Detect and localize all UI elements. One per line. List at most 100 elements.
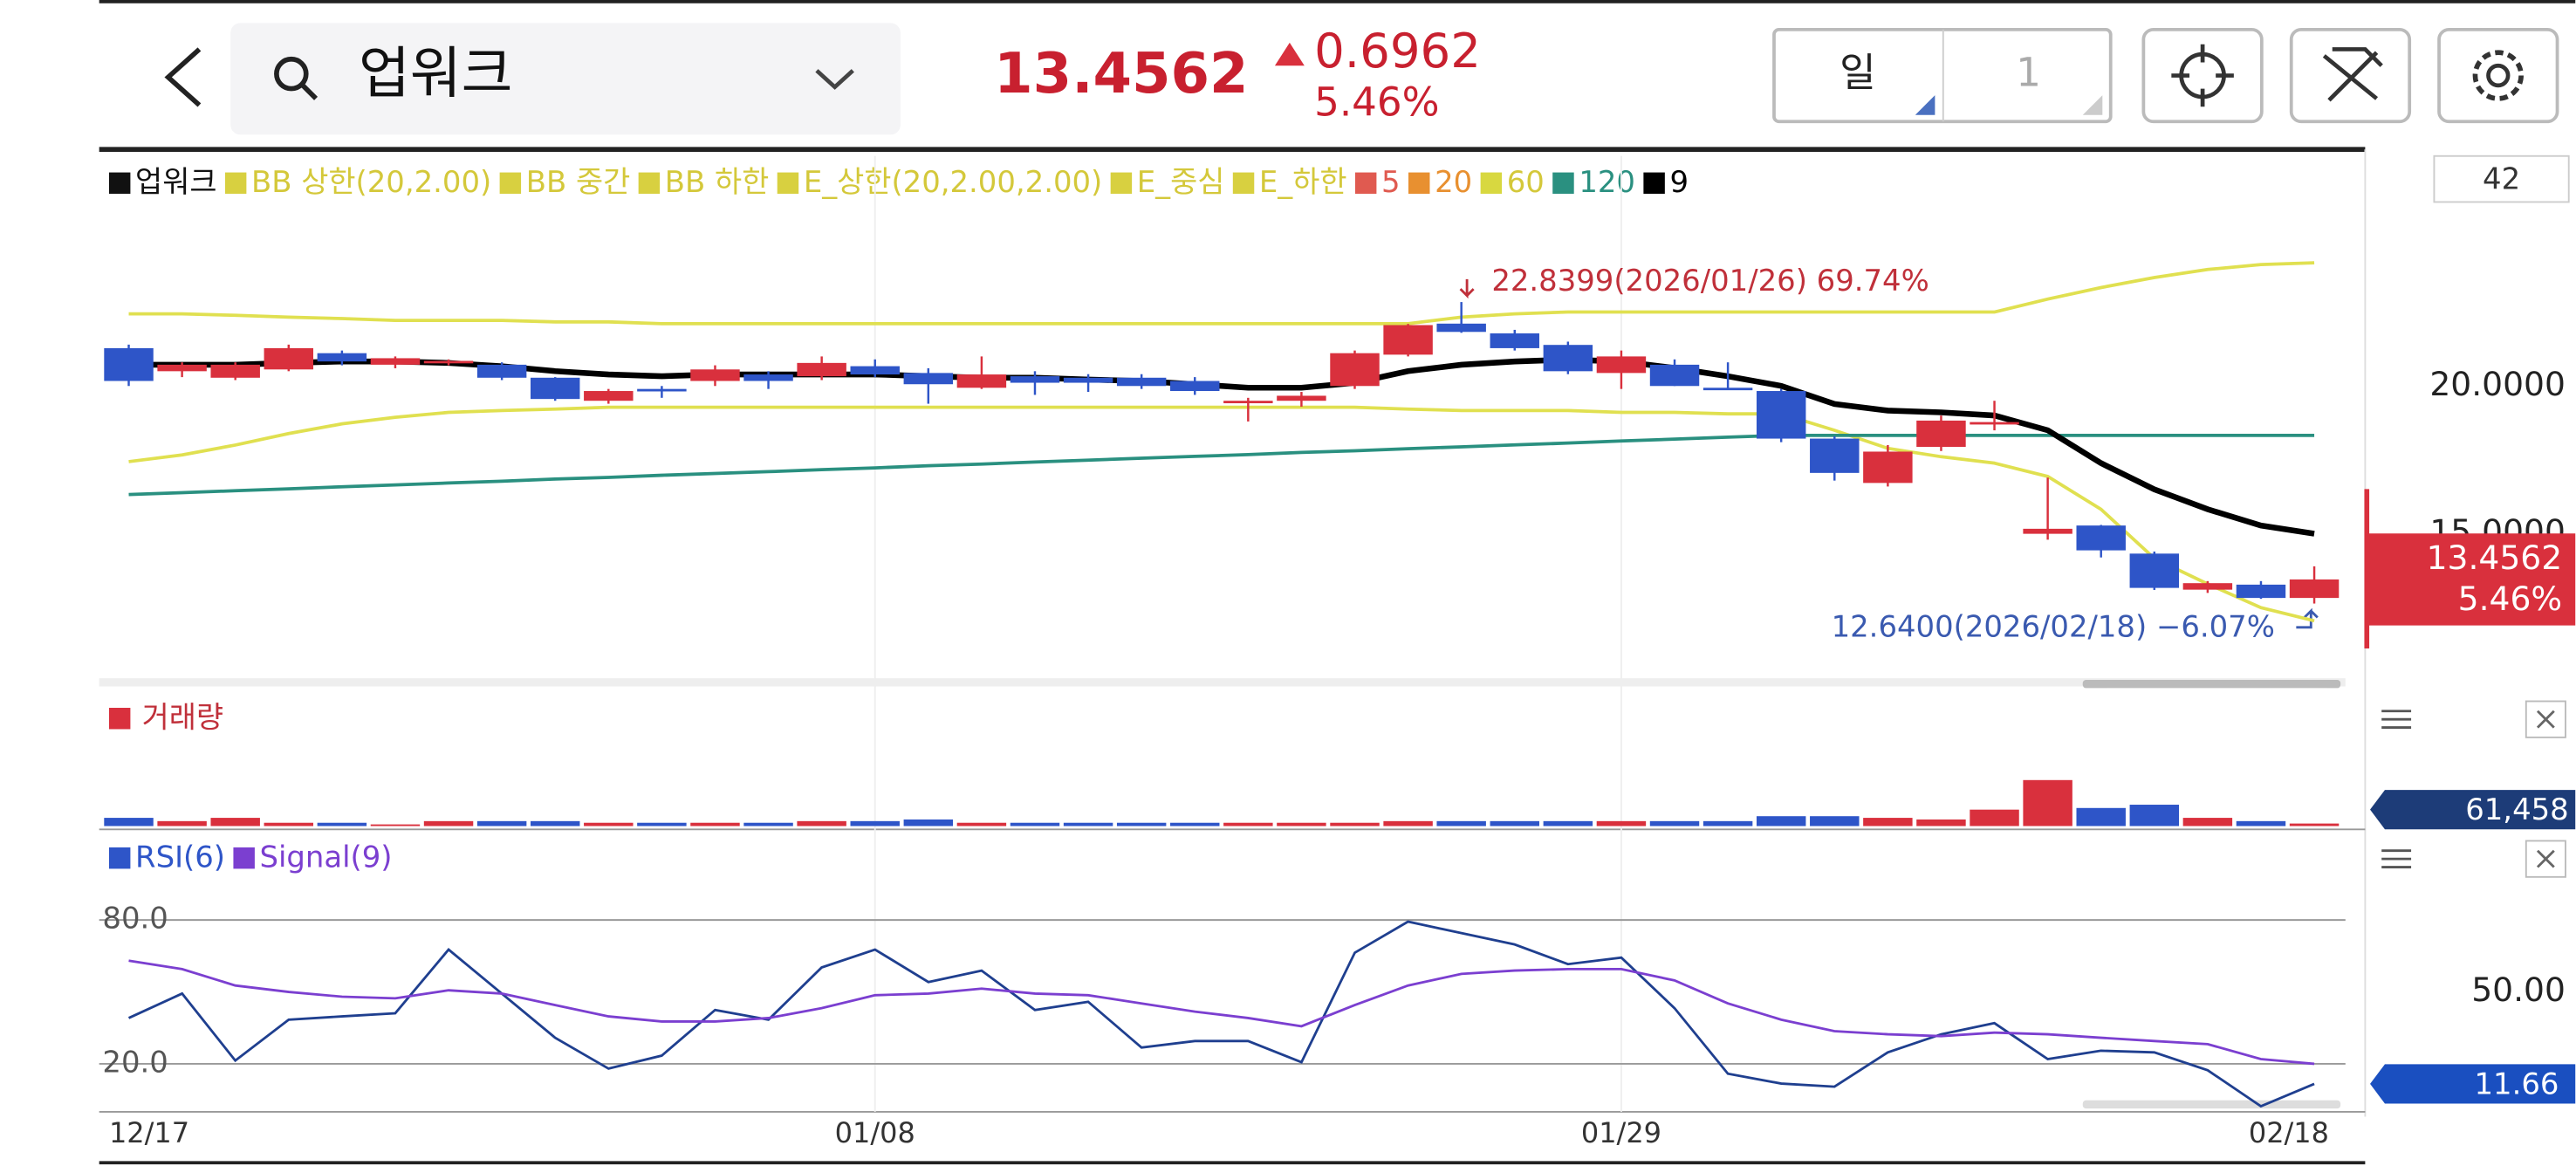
candle-body <box>1223 401 1273 404</box>
rsi-tag <box>2370 1064 2576 1104</box>
candle-body <box>476 364 527 378</box>
volume-bar <box>2236 820 2286 826</box>
scrollbar[interactable] <box>2082 1100 2341 1109</box>
legend-label: 5 <box>1381 165 1401 199</box>
legend-label: 거래량 <box>142 701 223 735</box>
x-tick-label: 12/17 <box>109 1116 189 1149</box>
candle-body <box>903 373 954 385</box>
candle-body <box>2289 579 2340 599</box>
period-value[interactable]: 1 <box>2016 50 2041 96</box>
candle-body <box>637 388 687 392</box>
volume-bar <box>1649 820 1700 826</box>
candle-body <box>2182 583 2233 590</box>
candle-body <box>956 374 1007 388</box>
volume-bar <box>2023 779 2072 826</box>
volume-bar <box>1596 820 1647 826</box>
volume-bar <box>956 822 1007 826</box>
y-tick-label: 20.0000 <box>2429 365 2566 403</box>
volume-bar <box>1810 816 1860 826</box>
search-text: 업워크 <box>359 42 513 106</box>
price-tag-pct: 5.46% <box>2458 580 2563 618</box>
volume-bar <box>690 822 740 826</box>
panel-divider <box>99 678 2346 687</box>
legend-swatch <box>1232 172 1255 195</box>
legend-swatch <box>108 847 131 869</box>
bar-count-box[interactable] <box>2433 154 2570 203</box>
y-tick-label: 20.0 <box>102 1045 168 1079</box>
volume-bar <box>1756 816 1806 826</box>
change-pct: 5.46% <box>1314 79 1439 125</box>
candle-body <box>1596 356 1647 374</box>
volume-bar <box>1277 822 1326 826</box>
legend-label: RSI(6) <box>135 840 225 874</box>
candle-body <box>1810 438 1860 473</box>
crosshair-button[interactable] <box>2141 27 2264 124</box>
settings-icon <box>2472 50 2524 101</box>
legend-swatch <box>1643 172 1665 195</box>
change: 0.6962 <box>1314 23 1481 79</box>
volume-bar <box>1702 820 1753 826</box>
legend-label: BB 중간 <box>526 165 631 199</box>
price: 13.4562 <box>994 42 1248 106</box>
candle-body <box>1863 451 1913 484</box>
candle-body <box>370 358 421 365</box>
scrollbar[interactable] <box>2082 680 2341 689</box>
annotation: 12.6400(2026/02/18) −6.07% <box>1832 609 2275 643</box>
volume-bar <box>637 822 687 826</box>
crosshair-icon <box>2171 44 2234 107</box>
candle-body <box>1543 345 1593 372</box>
candle-body <box>2129 553 2180 588</box>
y-tick-label: 50.00 <box>2471 971 2566 1009</box>
legend-swatch <box>1354 172 1377 195</box>
panel-menu[interactable] <box>2381 710 2412 868</box>
legend-label: 9 <box>1669 165 1689 199</box>
legend-label: BB 하한 <box>665 165 770 199</box>
search-box[interactable] <box>230 23 901 135</box>
legend-label: BB 상한(20,2.00) <box>251 165 491 199</box>
candle-body <box>1490 333 1539 348</box>
candle-body <box>1649 364 1700 387</box>
candle-body <box>1277 395 1326 401</box>
panel-close <box>2536 849 2555 868</box>
legend-label: 업워크 <box>135 165 216 199</box>
volume-bar <box>2182 818 2233 826</box>
volume-bar <box>2129 805 2180 826</box>
candle-body <box>584 391 634 401</box>
legend-label: 20 <box>1435 165 1472 199</box>
back-button[interactable] <box>164 47 202 107</box>
candle-body <box>1436 323 1486 333</box>
volume-bar <box>1490 820 1539 826</box>
candle-body <box>1010 376 1060 383</box>
volume-tag-value: 61,458 <box>2465 792 2568 826</box>
settings-button[interactable] <box>2437 27 2559 124</box>
volume-bar <box>210 818 260 826</box>
indicator-line <box>128 405 2315 623</box>
legend-swatch <box>108 708 131 730</box>
volume-bar <box>1170 822 1220 826</box>
volume-bar <box>1116 822 1167 826</box>
candle-body <box>264 347 314 370</box>
legend-label: 60 <box>1507 165 1545 199</box>
draw-off-icon <box>2322 47 2383 102</box>
volume-bar <box>1063 822 1113 826</box>
legend-swatch <box>777 172 799 195</box>
legend-swatch <box>1480 172 1503 195</box>
candle-body <box>423 360 474 364</box>
volume-bar <box>104 818 154 826</box>
dropdown-icon[interactable] <box>815 69 854 90</box>
legend-label: E_중심 <box>1137 165 1225 199</box>
volume-bar <box>476 820 527 826</box>
search-icon <box>274 56 309 92</box>
candle-body <box>104 347 154 381</box>
period-button[interactable]: 일 <box>1840 50 1876 96</box>
volume-bar <box>1916 819 1966 826</box>
candle-body <box>530 377 580 400</box>
search-icon <box>300 83 319 100</box>
volume-bar <box>370 824 421 826</box>
legend-swatch <box>499 172 522 195</box>
legend-label: 120 <box>1579 165 1635 199</box>
candle-body <box>1756 391 1806 439</box>
legend-swatch <box>224 172 247 195</box>
rsi-tag-value: 11.66 <box>2474 1067 2559 1101</box>
